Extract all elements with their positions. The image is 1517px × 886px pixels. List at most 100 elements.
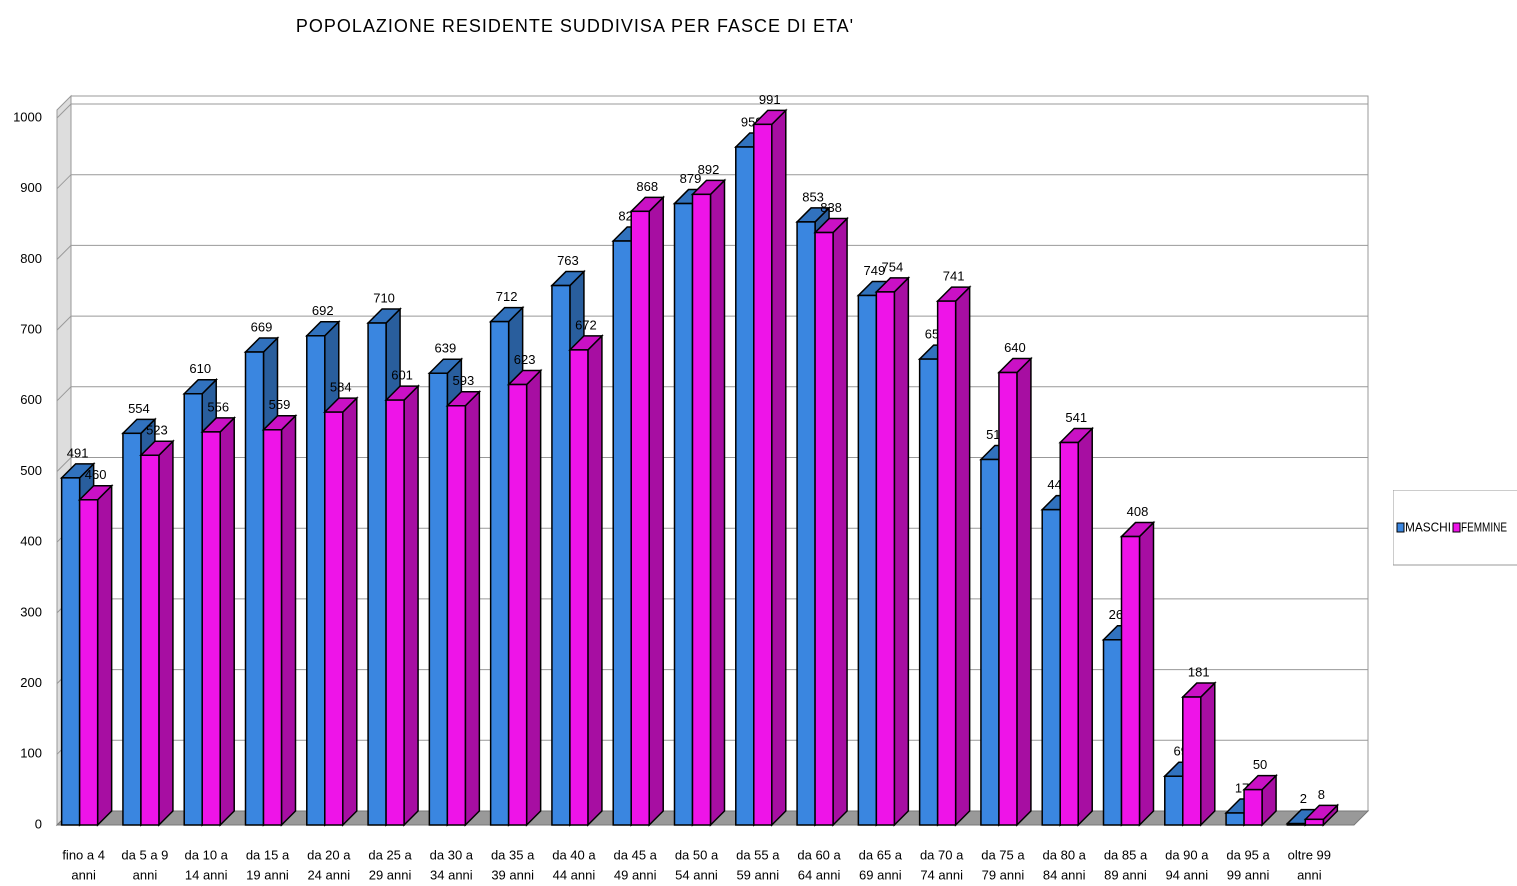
x-tick-label: 39 anni — [491, 867, 534, 882]
bar — [612, 240, 632, 826]
value-label: 610 — [189, 361, 211, 376]
y-tick-label: 0 — [35, 816, 42, 831]
value-label: 763 — [557, 253, 579, 268]
bar — [306, 335, 326, 826]
x-tick-label: 64 anni — [798, 867, 841, 882]
value-label: 601 — [391, 368, 413, 383]
y-tick-label: 300 — [20, 604, 42, 619]
value-label: 593 — [453, 373, 475, 388]
bar — [1286, 822, 1307, 826]
x-tick-label: anni — [1297, 867, 1322, 882]
bar-side — [219, 416, 235, 827]
y-tick-label: 500 — [20, 463, 42, 478]
x-tick-label: 79 anni — [982, 867, 1025, 882]
x-tick-label: 84 anni — [1043, 867, 1086, 882]
value-label: 741 — [943, 269, 965, 284]
bar — [875, 291, 896, 826]
bar-side — [158, 439, 174, 827]
x-tick-label: da 45 a — [614, 847, 658, 862]
y-tick-label: 1000 — [13, 109, 42, 124]
bar — [1225, 812, 1245, 826]
value-label: 623 — [514, 352, 536, 367]
bar-side — [1016, 356, 1032, 827]
value-label: 692 — [312, 303, 334, 318]
value-label: 639 — [435, 341, 457, 356]
x-tick-label: da 10 a — [185, 847, 229, 862]
bar — [753, 123, 773, 826]
value-label: 754 — [882, 259, 904, 274]
value-label: 892 — [698, 162, 720, 177]
legend-swatch — [1396, 522, 1405, 533]
x-tick-label: 69 anni — [859, 867, 902, 882]
bar — [140, 454, 160, 826]
bar-side — [832, 216, 848, 827]
legend-label: MASCHI — [1405, 519, 1451, 534]
bar-side — [342, 396, 358, 827]
bar-side — [96, 483, 113, 827]
x-tick-label: 34 anni — [430, 867, 473, 882]
bar — [122, 432, 142, 826]
grid-line — [56, 315, 1368, 331]
y-tick-label: 900 — [20, 180, 42, 195]
bar-side — [1077, 426, 1093, 827]
value-label: 408 — [1127, 504, 1149, 519]
value-label: 584 — [330, 380, 352, 395]
y-tick-label: 800 — [20, 251, 42, 266]
value-label: 669 — [251, 319, 273, 334]
x-tick-label: 59 anni — [736, 867, 779, 882]
bar — [183, 392, 203, 826]
value-label: 712 — [496, 289, 518, 304]
value-label: 460 — [85, 467, 107, 482]
y-tick-label: 200 — [20, 675, 42, 690]
bar — [630, 210, 650, 826]
bar — [551, 284, 571, 826]
x-tick-label: 24 anni — [307, 867, 350, 882]
value-label: 2 — [1300, 791, 1307, 806]
bar-side — [525, 368, 542, 827]
bar — [673, 202, 694, 826]
x-tick-label: 44 anni — [553, 867, 596, 882]
bar — [1164, 775, 1184, 826]
value-label: 559 — [269, 397, 291, 412]
bar — [857, 294, 878, 826]
grid-line — [56, 244, 1368, 260]
bar — [507, 383, 528, 826]
x-tick-label: anni — [133, 867, 158, 882]
bar-side — [280, 413, 297, 827]
bar — [691, 193, 712, 826]
bar — [1059, 441, 1079, 826]
bar — [918, 358, 939, 826]
x-tick-label: da 80 a — [1043, 847, 1087, 862]
bar — [428, 372, 449, 826]
value-label: 991 — [759, 92, 781, 107]
value-label: 879 — [680, 171, 702, 186]
bar-side — [403, 384, 419, 827]
x-tick-label: da 75 a — [981, 847, 1025, 862]
bar — [244, 351, 265, 826]
value-label: 838 — [820, 200, 842, 215]
value-label: 541 — [1065, 410, 1087, 425]
value-label: 50 — [1253, 757, 1267, 772]
bar — [446, 404, 467, 826]
x-tick-label: da 55 a — [736, 847, 780, 862]
value-label: 556 — [207, 399, 229, 414]
bar — [569, 349, 589, 826]
bar-side — [771, 108, 787, 827]
value-label: 749 — [864, 263, 886, 278]
bar-side — [464, 389, 481, 827]
bar — [814, 231, 834, 826]
bar — [262, 429, 283, 826]
bar — [1102, 639, 1123, 826]
bar-side — [648, 195, 664, 827]
bar — [998, 371, 1018, 826]
y-tick-label: 100 — [20, 746, 42, 761]
x-tick-label: oltre 99 — [1288, 847, 1331, 862]
x-tick-label: da 50 a — [675, 847, 719, 862]
value-label: 491 — [67, 445, 89, 460]
x-tick-label: 89 anni — [1104, 867, 1147, 882]
y-tick-label: 600 — [20, 392, 42, 407]
x-tick-label: da 70 a — [920, 847, 964, 862]
y-tick-label: 400 — [20, 534, 42, 549]
bar-side — [893, 276, 910, 827]
x-tick-label: da 90 a — [1165, 847, 1209, 862]
